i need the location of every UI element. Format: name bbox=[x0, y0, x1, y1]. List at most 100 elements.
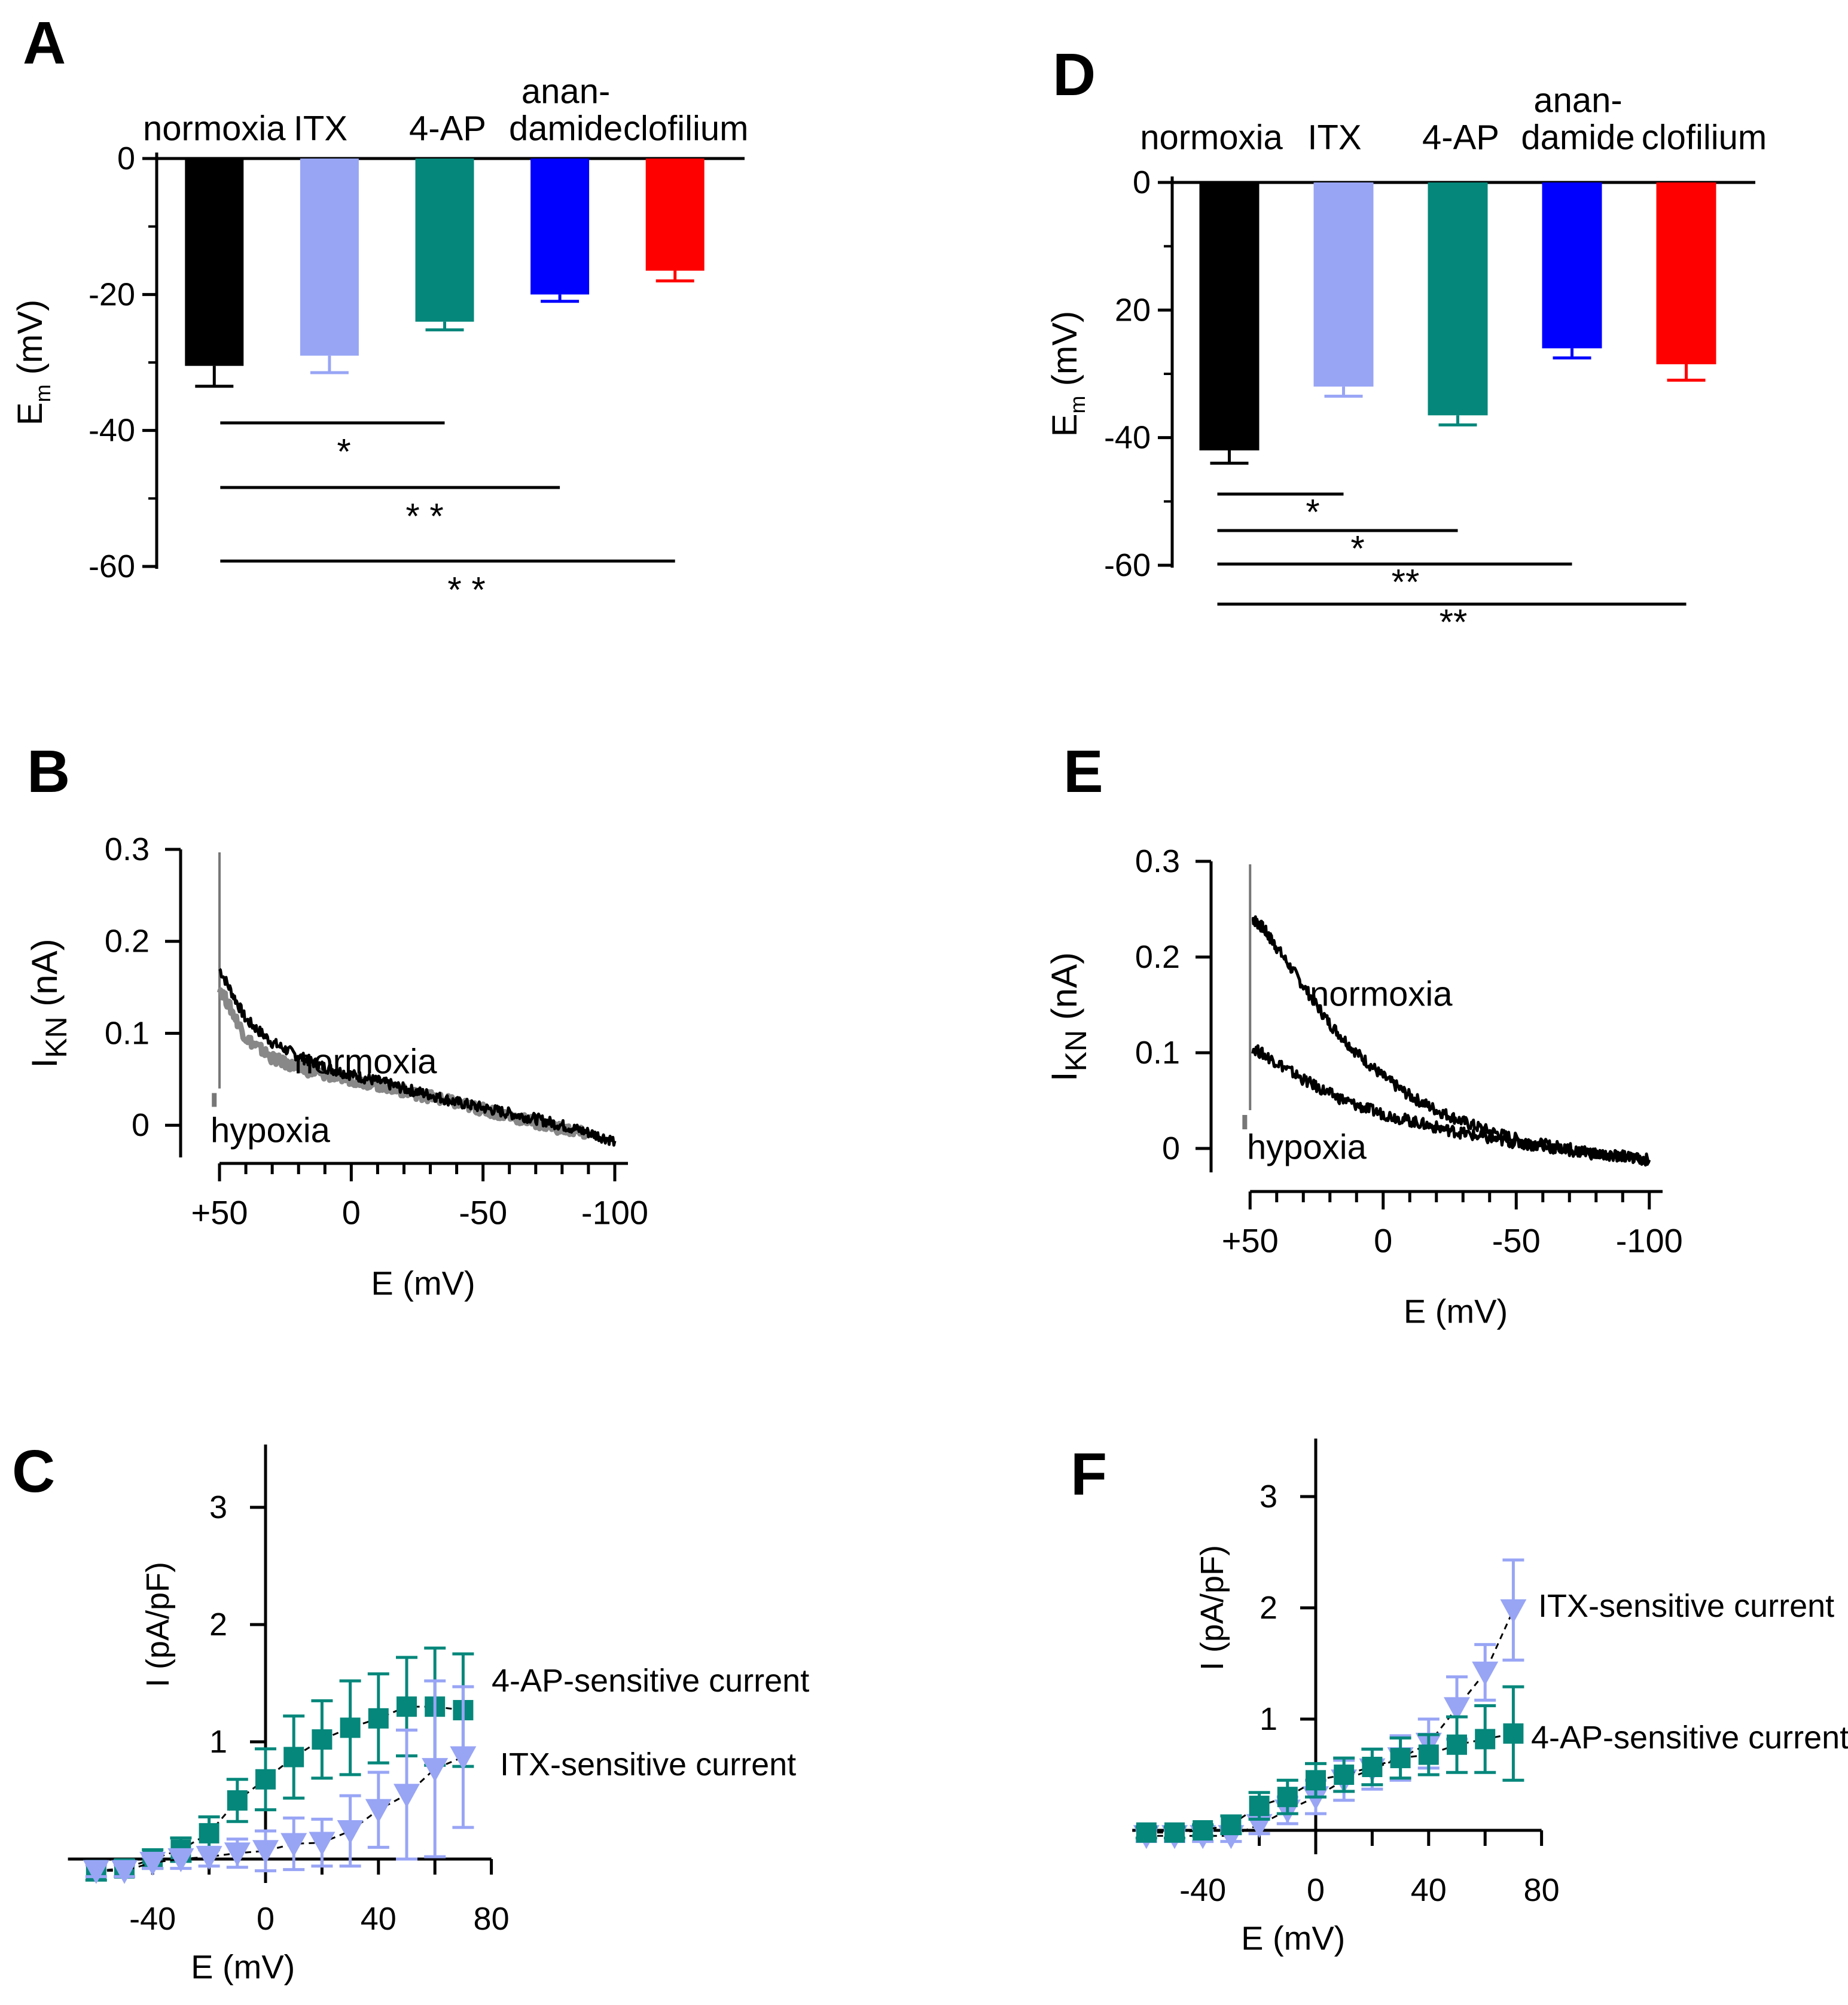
y-axis-label: Em (mV) bbox=[1045, 311, 1090, 437]
x-tick-label: 80 bbox=[1524, 1872, 1560, 1908]
y-label-unit: (mV) bbox=[1045, 311, 1084, 396]
legend-itx: ITX-sensitive current bbox=[500, 1747, 796, 1782]
data-point-triangle bbox=[309, 1832, 336, 1856]
x-tick-label: 0 bbox=[1374, 1222, 1392, 1260]
bar-4-AP bbox=[415, 159, 474, 322]
data-point-square bbox=[199, 1823, 219, 1843]
data-point-square bbox=[1334, 1765, 1355, 1785]
fit-line-4-AP-sensitive current bbox=[1146, 1732, 1514, 1834]
category-label-ITX: ITX bbox=[294, 109, 347, 148]
data-point-square bbox=[1249, 1796, 1270, 1817]
bar-4-AP bbox=[1428, 182, 1488, 416]
significance-stars: * bbox=[337, 432, 350, 472]
annotation-hypoxia: hypoxia bbox=[1247, 1128, 1367, 1167]
data-point-square bbox=[1277, 1787, 1298, 1808]
panel-label-F: F bbox=[1071, 1441, 1107, 1508]
x-axis-label: E (mV) bbox=[1241, 1919, 1345, 1957]
legend-4ap: 4-AP-sensitive current bbox=[1531, 1720, 1848, 1756]
category-label-clofilium: clofilium bbox=[623, 109, 749, 148]
data-point-square bbox=[1193, 1820, 1213, 1841]
panel-B: 0 0.1 0.2 0.3 +50 0 -50 -100 E (mV) IKN (nA) normo… bbox=[25, 831, 648, 1302]
category-label-normoxia: normoxia bbox=[1140, 118, 1283, 157]
significance-stars: * * bbox=[405, 496, 443, 537]
x-tick-label: 40 bbox=[361, 1901, 397, 1937]
data-point-triangle bbox=[1444, 1697, 1470, 1721]
data-point-triangle bbox=[196, 1846, 222, 1870]
y-tick-label: -60 bbox=[1104, 547, 1151, 583]
data-point-triangle bbox=[83, 1860, 109, 1884]
data-point-triangle bbox=[365, 1799, 392, 1823]
data-point-triangle bbox=[224, 1842, 251, 1867]
y-axis-label: I (pA/pF) bbox=[1194, 1545, 1230, 1671]
bar-normoxia bbox=[185, 159, 244, 366]
y-tick-label: 2 bbox=[1260, 1590, 1277, 1626]
bar-clofilium bbox=[645, 159, 705, 271]
y-label-sub: m bbox=[1065, 396, 1090, 414]
panel-label-A: A bbox=[23, 10, 66, 77]
significance-stars: ** bbox=[1392, 562, 1420, 602]
data-point-triangle bbox=[167, 1848, 194, 1872]
data-point-square bbox=[1390, 1748, 1411, 1769]
y-axis-label: Em (mV) bbox=[11, 300, 55, 425]
data-point-square bbox=[1306, 1770, 1326, 1791]
y-tick-label: 0 bbox=[132, 1107, 150, 1143]
data-point-square bbox=[1221, 1814, 1242, 1835]
annotation-normoxia: normoxia bbox=[1310, 975, 1453, 1014]
annotation-normoxia: normoxia bbox=[294, 1043, 437, 1081]
data-point-square bbox=[283, 1747, 304, 1768]
category-label-anandamide: damide bbox=[1521, 118, 1634, 157]
bar-anandamide bbox=[1542, 182, 1602, 349]
y-label-sub: KN bbox=[39, 1016, 73, 1058]
panel-label-B: B bbox=[27, 738, 70, 805]
y-tick-label: 0.3 bbox=[105, 831, 150, 867]
data-point-square bbox=[312, 1729, 333, 1750]
data-point-square bbox=[1447, 1734, 1467, 1755]
y-label-main: I bbox=[25, 1058, 65, 1068]
category-label-4-AP: 4-AP bbox=[409, 109, 486, 148]
x-tick-label: 40 bbox=[1411, 1872, 1447, 1908]
significance-stars: ** bbox=[1440, 602, 1468, 642]
data-point-triangle bbox=[337, 1820, 364, 1844]
y-tick-label: 2 bbox=[209, 1607, 227, 1643]
panel-C: -40 0 40 80 1 2 3 E (mV) I (pA/pF) 4-AP-sensitive… bbox=[68, 1445, 809, 1986]
data-point-square bbox=[1418, 1744, 1439, 1765]
y-tick-label: 1 bbox=[209, 1724, 227, 1760]
y-axis-label: IKN (nA) bbox=[1044, 952, 1093, 1081]
panel-label-D: D bbox=[1053, 41, 1096, 108]
y-label-sub: KN bbox=[1059, 1030, 1093, 1071]
data-point-square bbox=[397, 1696, 417, 1717]
fit-line-ITX-sensitive current bbox=[1146, 1610, 1514, 1837]
category-label-4-AP: 4-AP bbox=[1422, 118, 1499, 157]
x-tick-label: -40 bbox=[129, 1901, 176, 1937]
data-point-triangle bbox=[422, 1758, 449, 1782]
x-tick-label: +50 bbox=[1222, 1222, 1279, 1260]
data-point-triangle bbox=[450, 1746, 477, 1771]
data-point-triangle bbox=[1500, 1599, 1527, 1623]
panel-E: 0 0.1 0.2 0.3 +50 0 -50 -100 E (mV) IKN (nA) normo… bbox=[1044, 843, 1683, 1330]
y-tick-label: -40 bbox=[1104, 420, 1151, 456]
x-tick-label: 80 bbox=[474, 1901, 510, 1937]
bar-ITX bbox=[300, 159, 359, 356]
y-tick-label: 0.2 bbox=[1135, 939, 1180, 975]
legend-4ap: 4-AP-sensitive current bbox=[492, 1663, 809, 1699]
y-tick-label: 3 bbox=[209, 1489, 227, 1525]
panel-label-E: E bbox=[1063, 738, 1103, 805]
x-tick-label: 0 bbox=[342, 1194, 361, 1232]
panel-label-C: C bbox=[12, 1438, 55, 1505]
fit-line-4-AP-sensitive current bbox=[96, 1705, 463, 1872]
x-axis-label: E (mV) bbox=[1404, 1293, 1508, 1330]
bar-ITX bbox=[1313, 182, 1374, 387]
significance-stars: * bbox=[1350, 529, 1364, 569]
trace-normoxia bbox=[218, 968, 617, 1147]
y-tick-label: -20 bbox=[89, 276, 135, 312]
y-tick-label: 0.1 bbox=[105, 1015, 150, 1051]
x-axis-label: E (mV) bbox=[191, 1948, 295, 1986]
data-point-square bbox=[227, 1790, 248, 1811]
y-tick-label: 3 bbox=[1260, 1479, 1277, 1515]
panel-A: 0 -20 -40 -60 Em (mV) normoxia ITX 4-AP anan-dam… bbox=[11, 72, 748, 610]
x-tick-label: 0 bbox=[1307, 1872, 1325, 1908]
data-point-triangle bbox=[139, 1851, 166, 1876]
data-point-square bbox=[1164, 1822, 1185, 1843]
data-point-triangle bbox=[394, 1784, 420, 1808]
